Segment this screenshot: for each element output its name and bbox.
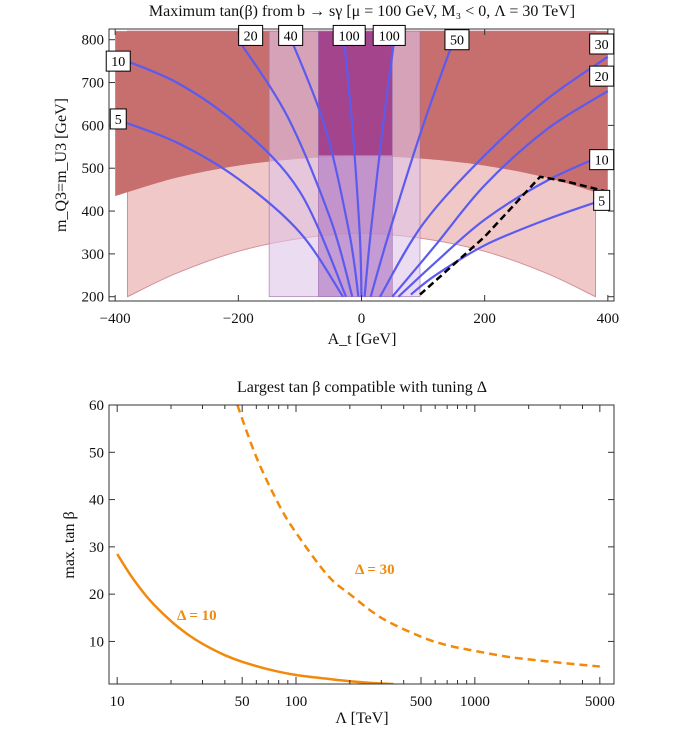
y-tick-label-60: 60 [89, 398, 104, 414]
bottom-series [116, 405, 600, 684]
x-tick-label-500: 500 [410, 694, 433, 710]
contour-tanb-20-8 [391, 90, 609, 298]
contour-label-10: 5 [598, 194, 605, 209]
y-tick-label-600: 600 [82, 118, 105, 134]
contour-label-box-2 [238, 24, 264, 46]
annotation-delta-10: Δ = 10 [177, 608, 217, 624]
x-tick-label-5000: 5000 [585, 694, 615, 710]
contour-label-box-3 [278, 24, 304, 46]
contour-label-box-10 [593, 189, 611, 211]
contour-tanb-40-3 [286, 30, 360, 297]
boundary-dashed-line [419, 175, 609, 296]
contour-label-2: 20 [244, 29, 258, 44]
region-band-core [318, 30, 393, 156]
contour-tanb-30-7 [379, 55, 609, 298]
contour-tanb-50-6 [369, 30, 459, 298]
y-tick-label-800: 800 [82, 33, 105, 49]
top-chart: Maximum tan(β) from b → sγ [μ = 100 GeV,… [53, 3, 619, 348]
contour-label-box-7 [589, 33, 615, 55]
contour-label-3: 40 [284, 29, 298, 44]
bottom-axis-ticks: 10 50 100 500 1000 5000 10 20 30 40 50 60 [89, 398, 615, 710]
top-chart-title: Maximum tan(β) from b → sγ [μ = 100 GeV,… [149, 3, 575, 20]
x-tick-label-10: 10 [110, 694, 125, 710]
contour-label-box-6 [444, 29, 470, 51]
contour-tanb-20-2 [237, 39, 354, 297]
bottom-chart-title: Largest tan β compatible with tuning Δ [237, 379, 487, 396]
contour-tanb-10-1 [114, 55, 348, 298]
y-tick-label-30: 30 [89, 540, 104, 556]
x-tick-label-400: 400 [597, 311, 620, 327]
x-tick-label--400: −400 [100, 311, 131, 327]
contour-label-box-4 [332, 24, 366, 46]
y-tick-label-50: 50 [89, 445, 104, 461]
contour-label-9: 10 [595, 154, 609, 169]
bottom-x-axis-label: Λ [TeV] [335, 710, 388, 727]
y-tick-label-40: 40 [89, 493, 104, 509]
top-axis-ticks: −400 −200 0 200 400 200 300 400 500 600 700 800 [82, 29, 620, 327]
y-tick-label-300: 300 [82, 247, 105, 263]
y-tick-label-200: 200 [82, 290, 105, 306]
x-tick-label--200: −200 [223, 311, 254, 327]
contour-label-box-1 [109, 108, 127, 130]
contour-label-5: 100 [379, 29, 400, 44]
y-tick-label-500: 500 [82, 161, 105, 177]
contour-tanb-10-9 [397, 152, 609, 298]
top-x-axis-label: A_t [GeV] [328, 331, 397, 348]
contour-tanb-5-10 [410, 197, 609, 296]
contour-tanb-100-5 [363, 30, 397, 297]
contour-label-4: 100 [339, 29, 360, 44]
y-tick-label-700: 700 [82, 76, 105, 92]
contour-tanb-100-4 [341, 30, 363, 297]
contour-label-8: 20 [595, 70, 609, 85]
contour-label-box-5 [372, 24, 406, 46]
contour-label-box-0 [105, 50, 131, 72]
contour-label-7: 30 [595, 38, 609, 53]
contour-tanb-5-0 [114, 117, 344, 298]
top-contour-labels: 10 5 20 40 100 100 50 30 20 10 5 [105, 24, 615, 211]
contour-label-6: 50 [450, 34, 464, 49]
x-tick-label-0: 0 [358, 311, 366, 327]
series-delta-10 [116, 553, 394, 684]
x-tick-label-200: 200 [473, 311, 496, 327]
y-tick-label-20: 20 [89, 587, 104, 603]
contour-label-0: 10 [111, 55, 125, 70]
series-delta-30 [236, 405, 600, 668]
contour-label-box-9 [589, 149, 615, 171]
x-tick-label-50: 50 [235, 694, 250, 710]
contour-label-1: 5 [115, 113, 122, 128]
bottom-chart: Largest tan β compatible with tuning Δ 1… [61, 379, 615, 727]
contour-label-box-8 [589, 65, 615, 87]
y-tick-label-400: 400 [82, 204, 105, 220]
x-tick-label-100: 100 [285, 694, 308, 710]
top-contours [114, 30, 609, 298]
bottom-y-axis-label: max. tan β [61, 511, 78, 578]
annotation-delta-30: Δ = 30 [355, 562, 395, 578]
top-y-axis-label: m_Q3=m_U3 [GeV] [53, 98, 70, 232]
y-tick-label-10: 10 [89, 634, 104, 650]
bottom-plot-frame [108, 404, 615, 685]
x-tick-label-1000: 1000 [460, 694, 490, 710]
